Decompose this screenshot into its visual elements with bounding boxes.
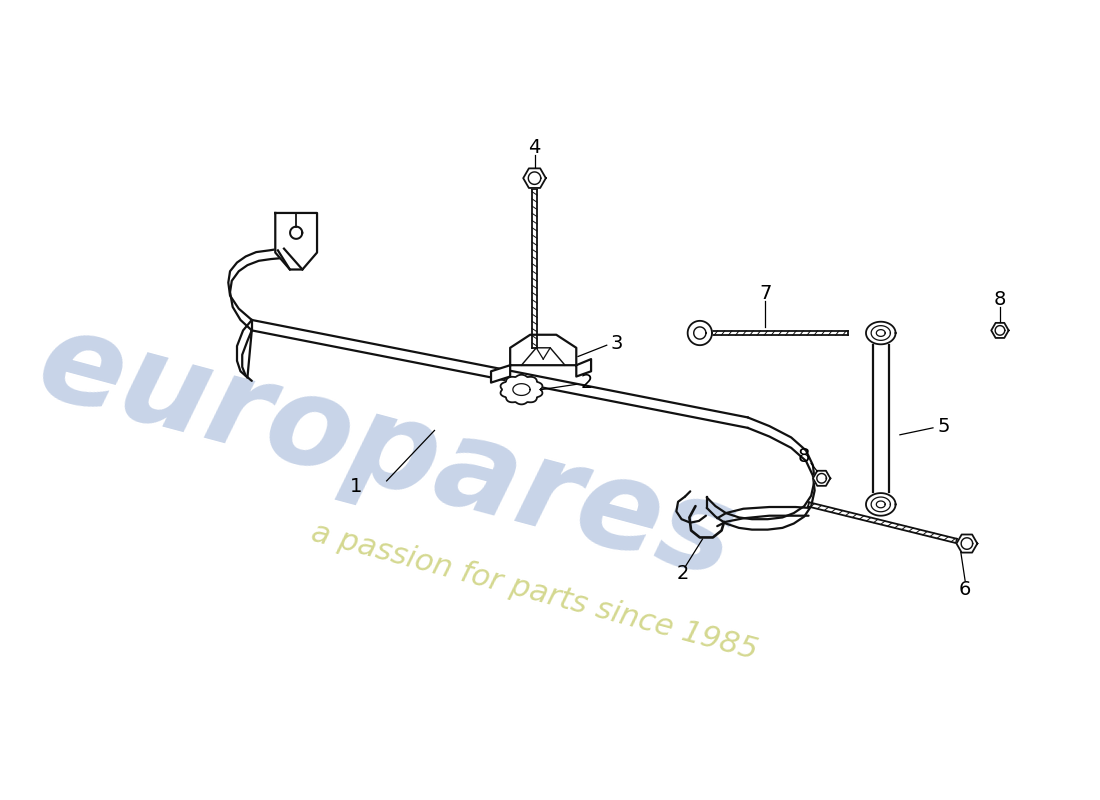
Polygon shape <box>688 321 712 345</box>
Polygon shape <box>513 384 530 395</box>
Polygon shape <box>957 534 977 553</box>
Text: europares: europares <box>25 301 748 603</box>
Text: 7: 7 <box>759 284 771 303</box>
Polygon shape <box>871 326 890 340</box>
Polygon shape <box>991 323 1009 338</box>
Text: 4: 4 <box>528 138 541 158</box>
Polygon shape <box>491 366 510 382</box>
Polygon shape <box>877 330 886 337</box>
Polygon shape <box>996 326 1004 335</box>
Text: 8: 8 <box>993 290 1007 310</box>
Polygon shape <box>961 538 972 550</box>
Polygon shape <box>871 497 890 512</box>
Polygon shape <box>528 172 541 184</box>
Text: 2: 2 <box>676 565 689 583</box>
Polygon shape <box>817 474 826 483</box>
Text: 3: 3 <box>610 334 624 353</box>
Polygon shape <box>524 168 546 188</box>
Polygon shape <box>694 327 706 339</box>
Polygon shape <box>500 374 542 404</box>
Text: 2: 2 <box>581 373 593 392</box>
Text: 5: 5 <box>937 417 949 435</box>
Polygon shape <box>866 493 895 516</box>
Polygon shape <box>877 501 886 508</box>
Polygon shape <box>275 213 317 270</box>
Polygon shape <box>873 345 889 492</box>
Polygon shape <box>290 226 303 239</box>
Text: a passion for parts since 1985: a passion for parts since 1985 <box>308 518 761 665</box>
Polygon shape <box>576 359 591 377</box>
Polygon shape <box>866 322 895 344</box>
Polygon shape <box>813 470 830 486</box>
Text: 6: 6 <box>959 580 971 599</box>
Text: 8: 8 <box>798 447 811 466</box>
Text: 1: 1 <box>350 478 362 497</box>
Polygon shape <box>510 334 576 366</box>
